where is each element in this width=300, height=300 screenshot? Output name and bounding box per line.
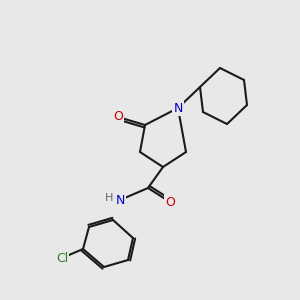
Text: O: O	[113, 110, 123, 124]
Text: Cl: Cl	[56, 251, 68, 265]
Text: N: N	[115, 194, 125, 206]
Text: N: N	[173, 101, 183, 115]
Text: O: O	[165, 196, 175, 208]
Text: H: H	[105, 193, 113, 203]
